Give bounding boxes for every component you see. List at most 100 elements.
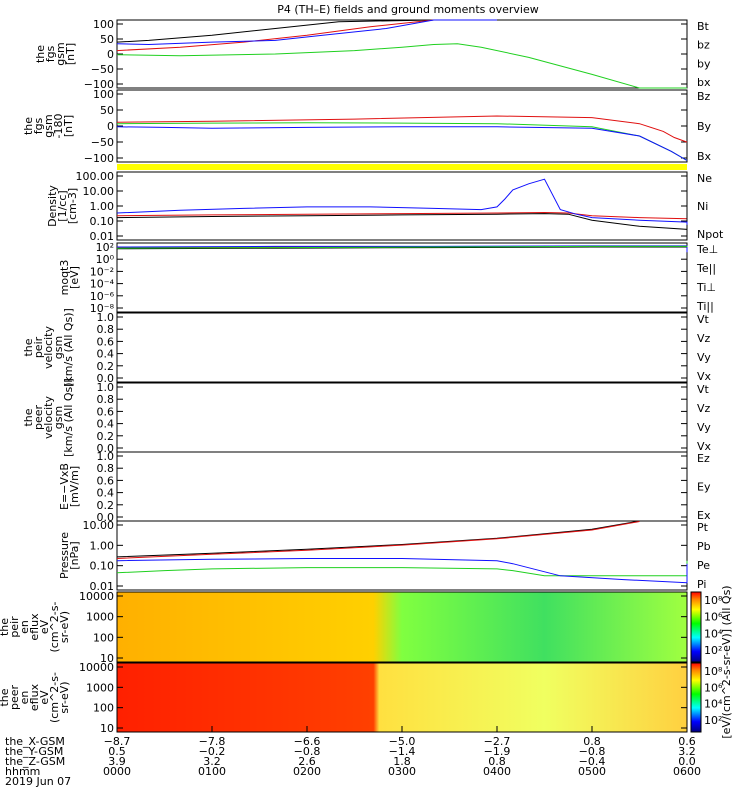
x-tick-label: 0100 xyxy=(198,765,226,778)
x-tick-label: 0200 xyxy=(293,765,321,778)
legend-Bx: Bx xyxy=(697,150,712,163)
legend-by: by xyxy=(697,57,711,70)
y-tick-label: 50 xyxy=(100,33,114,46)
y-axis-label: eV xyxy=(38,619,51,634)
legend-Pe: Pe xyxy=(697,559,710,572)
y-axis-label: velocity xyxy=(42,326,55,369)
x-tick-label: −6.6 xyxy=(294,735,321,748)
colorbar xyxy=(690,662,702,733)
panel-pressure: 10.00 1.00 0.10 0.01 Pressure[nPa] Pt Pb Pe Pi xyxy=(58,519,711,593)
page-title: P4 (TH–E) fields and ground moments over… xyxy=(277,3,539,16)
y-tick-label: −100 xyxy=(84,152,114,165)
legend-Ex: Ex xyxy=(697,509,711,522)
panel-bg xyxy=(117,383,687,452)
panel-peer_en_eflux: 10000 1000 100 10 thepeerenefluxeV(cm^2-s-sr… xyxy=(0,661,723,735)
y-axis-label: fgs xyxy=(32,117,45,134)
y-axis-label: [mV/m] xyxy=(68,466,81,507)
y-axis-label: peir xyxy=(8,616,21,638)
y-tick-label: 100.00 xyxy=(76,170,115,183)
x-tick-label: 0.8 xyxy=(488,755,506,768)
panel-frame xyxy=(116,591,688,663)
x-tick-label: 3.9 xyxy=(108,755,126,768)
y-tick-label: 1000 xyxy=(86,681,114,694)
legend-bz: bz xyxy=(697,39,710,52)
series-line-Npot xyxy=(116,178,688,225)
x-tick-label: −8.7 xyxy=(104,735,131,748)
y-tick-label: 10 xyxy=(100,652,114,665)
panel-peer_velocity: 1.00.80.60.40.20.0 thepeervelocitygsm[km/… xyxy=(22,378,712,457)
y-tick-label: 0.01 xyxy=(90,580,115,593)
x-row-label: the_Z-GSM xyxy=(5,755,65,768)
series-line-Pi xyxy=(116,558,688,584)
x-tick-label: −1.4 xyxy=(389,745,416,758)
y-tick-label: 0.6 xyxy=(97,405,115,418)
y-tick-label: 10⁻² xyxy=(90,265,114,278)
y-tick-label: 0.8 xyxy=(97,462,115,475)
panel-bg xyxy=(117,90,687,162)
heatmap-peer_en_eflux xyxy=(117,663,687,732)
y-axis-label: Density xyxy=(46,185,59,227)
legend-Vx: Vx xyxy=(697,370,712,383)
x-tick-label: −0.8 xyxy=(579,745,606,758)
y-tick-label: 0.6 xyxy=(97,335,115,348)
legend-Vy: Vy xyxy=(697,351,711,364)
x-date-label: 2019 Jun 07 xyxy=(5,775,71,788)
y-tick-label: 0.6 xyxy=(97,474,115,487)
x-tick-label: 0000 xyxy=(103,765,131,778)
y-axis-label: the xyxy=(0,618,11,636)
y-axis-label: fgs xyxy=(44,45,57,62)
series-line-Ti⊥ xyxy=(116,245,688,253)
panel-bg xyxy=(117,20,687,88)
y-tick-label: 100 xyxy=(93,18,114,31)
x-tick-label: 0.0 xyxy=(678,755,696,768)
legend-Npot: Npot xyxy=(697,228,724,241)
colorbar-tick: 10⁸ xyxy=(704,665,723,678)
y-axis-label: gsm xyxy=(52,406,65,429)
y-axis-label: en xyxy=(18,620,31,634)
colorbar-tick: 10⁴ xyxy=(704,627,723,640)
y-tick-label: 0.01 xyxy=(90,230,115,243)
x-tick-label: 0500 xyxy=(578,765,606,778)
y-axis-label: peer xyxy=(8,685,21,711)
y-tick-label: 0.8 xyxy=(97,393,115,406)
panel-peir_en_eflux: 10000 1000 100 10 thepeirenefluxeV(cm^2-s-sr… xyxy=(0,590,723,665)
y-tick-label: 10⁻⁴ xyxy=(90,278,115,291)
x-tick-label: 0.8 xyxy=(583,735,601,748)
y-tick-label: 10⁰ xyxy=(96,253,115,266)
y-axis-label: the xyxy=(22,338,35,356)
x-tick-label: 0400 xyxy=(483,765,511,778)
y-tick-label: 0.2 xyxy=(97,360,115,373)
y-tick-label: 1.00 xyxy=(90,539,115,552)
panel-peir_velocity: 1.00.80.60.40.20.0 thepeirvelocitygsm[km/… xyxy=(22,308,712,387)
legend-Pb: Pb xyxy=(697,540,711,553)
y-axis-label: [cm-3] xyxy=(66,188,79,224)
y-tick-label: 0.0 xyxy=(97,442,115,455)
legend-Vt: Vt xyxy=(697,383,710,396)
colorbar-label: [eV/(cm^2-s-sr-eV)] (All Qs) xyxy=(720,585,733,738)
y-axis-label: peer xyxy=(32,405,45,431)
y-axis-label: moqt3 xyxy=(58,260,71,296)
x-tick-label: 3.2 xyxy=(203,755,221,768)
x-tick-label: 0600 xyxy=(673,765,701,778)
y-tick-label: 10 xyxy=(100,722,114,735)
y-axis-label: the xyxy=(34,45,47,63)
x-tick-label: −5.0 xyxy=(389,735,416,748)
panel-frame xyxy=(116,520,688,591)
x-tick-label: −2.7 xyxy=(484,735,511,748)
y-axis-label: sr-eV) xyxy=(58,681,71,713)
series-line-Pb xyxy=(116,521,640,559)
legend-Bz: Bz xyxy=(697,90,711,103)
x-tick-label: −7.8 xyxy=(199,735,226,748)
panel-bg xyxy=(117,243,687,312)
legend-Vy: Vy xyxy=(697,421,711,434)
y-tick-label: 100 xyxy=(93,702,114,715)
y-axis-label: the xyxy=(22,117,35,135)
y-tick-label: 0.0 xyxy=(97,372,115,385)
x-tick-label: −0.4 xyxy=(579,755,606,768)
y-tick-label: 1.0 xyxy=(97,311,115,324)
y-axis-label: gsm xyxy=(54,42,67,65)
legend-bx: bx xyxy=(697,76,711,89)
y-tick-label: 1.00 xyxy=(90,200,115,213)
